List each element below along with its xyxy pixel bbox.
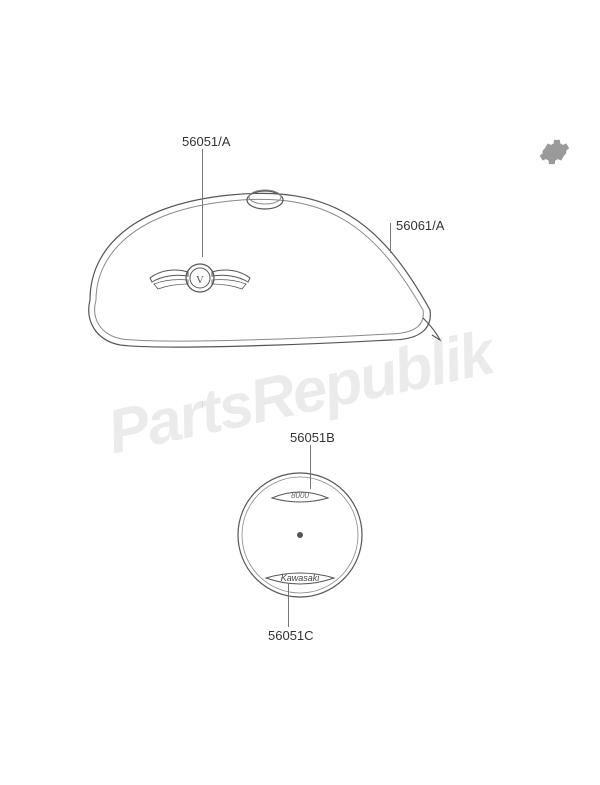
air-cleaner-cover: 8000 Kawasaki: [238, 473, 362, 597]
svg-text:8000: 8000: [291, 491, 309, 500]
diagram-canvas: PartsRepublik V: [0, 0, 600, 785]
cover-bottom-badge: Kawasaki: [266, 573, 334, 584]
ref-label-cover-bottom: 56051C: [268, 628, 314, 643]
leader-line: [202, 149, 203, 257]
wing-emblem: V: [150, 264, 250, 292]
svg-text:Kawasaki: Kawasaki: [281, 573, 321, 583]
gear-icon[interactable]: [536, 135, 570, 169]
leader-line: [288, 583, 289, 627]
leader-line: [310, 445, 311, 489]
ref-label-tank-pattern: 56061/A: [396, 218, 444, 233]
parts-diagram-svg: V 8000 Kawasaki: [0, 0, 600, 785]
svg-text:V: V: [196, 274, 204, 286]
ref-label-cover-top: 56051B: [290, 430, 335, 445]
fuel-tank: V: [89, 190, 440, 347]
cover-top-badge: 8000: [272, 491, 328, 502]
leader-line: [390, 223, 391, 253]
ref-label-tank-emblem: 56051/A: [182, 134, 230, 149]
